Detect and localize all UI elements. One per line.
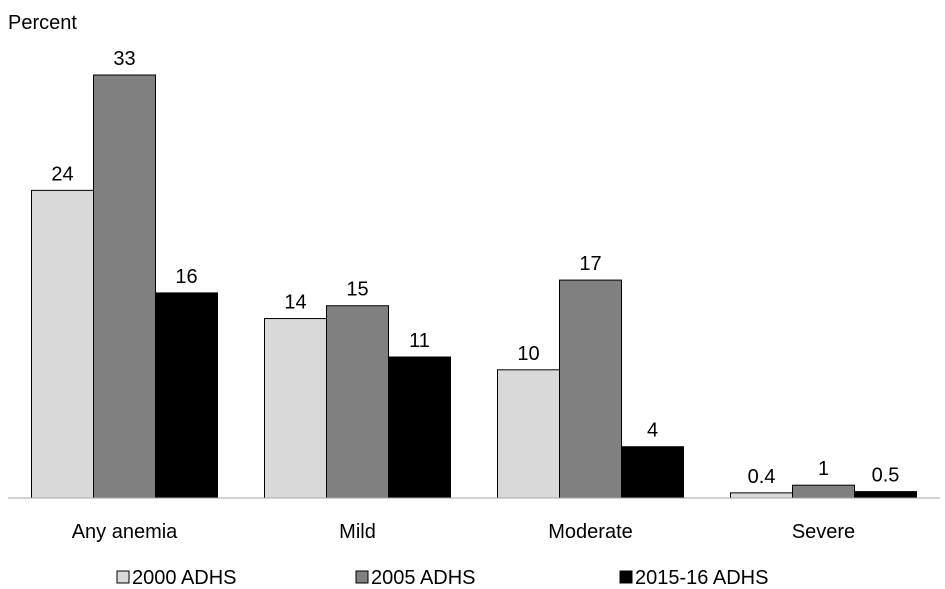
legend-label-2015-16-adhs: 2015-16 ADHS (635, 567, 768, 589)
bar-mild-2015-16-adhs (389, 357, 451, 498)
value-label-severe-2005-adhs: 1 (818, 458, 829, 480)
value-label-moderate-2015-16-adhs: 4 (647, 420, 658, 442)
value-label-moderate-2000-adhs: 10 (517, 343, 539, 365)
bar-mild-2000-adhs (265, 319, 327, 498)
bars-group (32, 75, 917, 498)
legend-swatch-2005-adhs (356, 571, 368, 583)
value-label-mild-2000-adhs: 14 (284, 292, 306, 314)
y-axis-label: Percent (8, 12, 77, 34)
bar-mild-2005-adhs (327, 306, 389, 498)
legend-label-2005-adhs: 2005 ADHS (371, 567, 476, 589)
value-label-any-anemia-2005-adhs: 33 (113, 48, 135, 70)
legend-label-2000-adhs: 2000 ADHS (132, 567, 237, 589)
category-label-mild: Mild (339, 521, 376, 543)
category-label-any-anemia: Any anemia (72, 521, 178, 543)
value-label-severe-2000-adhs: 0.4 (748, 466, 776, 488)
value-label-any-anemia-2015-16-adhs: 16 (175, 266, 197, 288)
bar-severe-2000-adhs (731, 493, 793, 498)
bar-moderate-2005-adhs (560, 280, 622, 498)
legend-swatch-2000-adhs (117, 571, 129, 583)
value-label-mild-2005-adhs: 15 (346, 279, 368, 301)
bar-severe-2015-16-adhs (855, 492, 917, 498)
category-label-severe: Severe (792, 521, 855, 543)
value-label-mild-2015-16-adhs: 11 (409, 330, 430, 352)
value-label-any-anemia-2000-adhs: 24 (51, 163, 73, 185)
category-label-moderate: Moderate (548, 521, 633, 543)
bar-any-anemia-2000-adhs (32, 190, 94, 498)
bar-any-anemia-2015-16-adhs (156, 293, 218, 498)
bar-moderate-2000-adhs (498, 370, 560, 498)
category-labels-group: Any anemia Mild Moderate Severe (72, 521, 856, 543)
value-label-severe-2015-16-adhs: 0.5 (872, 465, 900, 487)
legend: 2000 ADHS 2005 ADHS 2015-16 ADHS (117, 567, 768, 589)
bar-any-anemia-2005-adhs (94, 75, 156, 498)
bar-severe-2005-adhs (793, 485, 855, 498)
bar-moderate-2015-16-adhs (622, 447, 684, 498)
legend-swatch-2015-16-adhs (620, 571, 632, 583)
value-label-moderate-2005-adhs: 17 (579, 253, 601, 275)
